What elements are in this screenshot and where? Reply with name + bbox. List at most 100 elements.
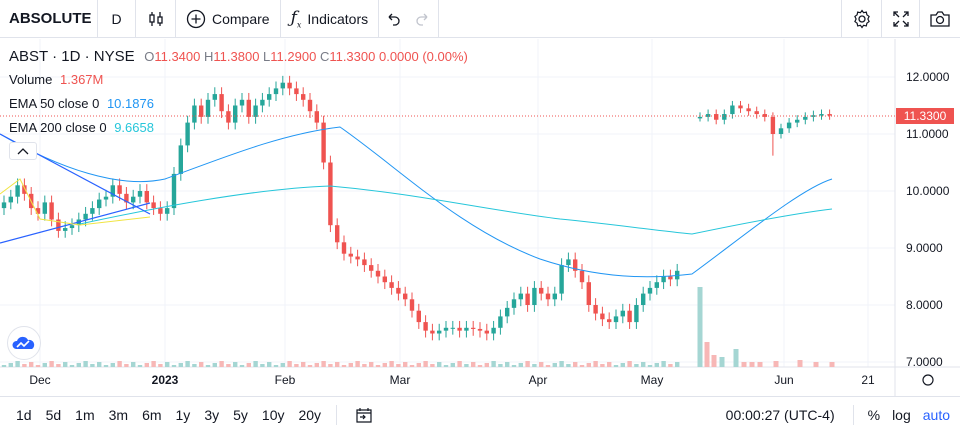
volume-bar xyxy=(362,364,367,367)
candle-body xyxy=(246,99,251,117)
candle-body xyxy=(579,270,585,283)
ema200-legend[interactable]: EMA 200 close 0 9.6658 xyxy=(9,120,154,135)
volume-bar xyxy=(532,364,537,367)
open-value: 11.3400 xyxy=(154,49,201,64)
volume-bar xyxy=(1,365,7,367)
candle-body xyxy=(668,276,673,280)
volume-bar xyxy=(675,362,680,367)
volume-bar xyxy=(539,362,544,367)
chart-type-button[interactable] xyxy=(136,0,176,37)
volume-label: Volume xyxy=(9,72,53,87)
time-axis-label: Apr xyxy=(529,373,548,387)
auto-scale-button[interactable]: auto xyxy=(922,407,950,423)
volume-bar xyxy=(593,361,598,367)
range-1m-button[interactable]: 1m xyxy=(75,407,95,423)
candle-body xyxy=(566,259,571,266)
candle-body xyxy=(355,256,360,260)
candle-body xyxy=(1,202,7,209)
collapse-legend-button[interactable] xyxy=(9,142,37,160)
volume-bar xyxy=(620,363,625,367)
volume-bar xyxy=(15,361,20,367)
candle-body xyxy=(730,105,735,115)
volume-bar xyxy=(355,361,360,367)
candle-body xyxy=(786,122,792,129)
candle-body xyxy=(90,208,95,214)
volume-legend[interactable]: Volume 1.367M xyxy=(9,72,103,87)
volume-bar xyxy=(49,361,54,367)
volume-bar xyxy=(29,362,34,367)
snapshot-button[interactable] xyxy=(920,0,960,37)
candle-body xyxy=(253,105,258,117)
volume-bar xyxy=(566,364,571,367)
time-axis-label: 2023 xyxy=(152,373,179,387)
l-label: L xyxy=(263,49,271,64)
camera-icon xyxy=(930,10,950,27)
ema50-legend[interactable]: EMA 50 close 0 10.1876 xyxy=(9,96,154,111)
candle-body xyxy=(409,299,415,311)
chevron-up-icon xyxy=(17,148,29,155)
symbol-search-button[interactable]: ABSOLUTE xyxy=(0,0,98,37)
settings-button[interactable] xyxy=(842,0,882,37)
candle-body xyxy=(110,185,115,197)
fullscreen-button[interactable] xyxy=(882,0,920,37)
trendline xyxy=(0,202,151,244)
candle-body xyxy=(762,114,767,117)
volume-bar xyxy=(144,363,149,367)
volume-bar xyxy=(124,364,129,367)
candle-body xyxy=(69,225,75,229)
undo-button[interactable] xyxy=(379,0,407,37)
percent-scale-button[interactable]: % xyxy=(867,407,881,423)
range-6m-button[interactable]: 6m xyxy=(142,407,162,423)
price-axis-label: 9.0000 xyxy=(906,241,943,255)
volume-bar xyxy=(341,365,347,367)
logo-button[interactable] xyxy=(7,326,41,360)
ema50-line xyxy=(0,126,833,278)
volume-bar xyxy=(205,365,211,367)
candle-body xyxy=(239,99,245,106)
range-5d-button[interactable]: 5d xyxy=(45,407,62,423)
volume-bar xyxy=(69,365,75,367)
volume-bar xyxy=(586,363,591,367)
time-axis-settings-icon xyxy=(922,374,934,386)
range-5y-button[interactable]: 5y xyxy=(233,407,248,423)
volume-bar xyxy=(661,361,666,367)
candle-body xyxy=(35,208,41,214)
range-1y-button[interactable]: 1y xyxy=(175,407,191,423)
price-chart[interactable]: 12.0000 11.0000 10.0000 9.0000 8.0000 7.0000 D… xyxy=(0,39,960,396)
compare-button[interactable]: Compare xyxy=(176,0,281,37)
last-price-label: 11.3300 xyxy=(896,108,954,124)
volume-bar xyxy=(749,362,755,367)
candle-body xyxy=(165,208,170,214)
top-toolbar: ABSOLUTE D Compare ƒx Indicators xyxy=(0,0,960,38)
candle-body xyxy=(63,228,68,231)
range-1d-button[interactable]: 1d xyxy=(16,407,32,423)
clock-timezone[interactable]: 00:00:27 (UTC-4) xyxy=(725,407,835,423)
range-20y-button[interactable]: 20y xyxy=(298,407,322,423)
range-3y-button[interactable]: 3y xyxy=(204,407,220,423)
indicators-button[interactable]: ƒx Indicators xyxy=(281,0,380,37)
range-10y-button[interactable]: 10y xyxy=(261,407,285,423)
ema200-line xyxy=(79,185,833,235)
volume-bar xyxy=(627,361,632,367)
volume-bar xyxy=(90,364,95,367)
ema200-label: EMA 200 close 0 xyxy=(9,120,107,135)
candle-body xyxy=(83,213,88,220)
interval-button[interactable]: D xyxy=(98,0,136,37)
time-axis-label: May xyxy=(641,373,664,387)
volume-bar xyxy=(110,363,115,367)
log-scale-button[interactable]: log xyxy=(892,407,911,423)
candle-body xyxy=(294,88,299,95)
redo-button[interactable] xyxy=(407,0,440,37)
close-value: 11.3300 xyxy=(329,49,376,64)
range-3m-button[interactable]: 3m xyxy=(108,407,129,423)
date-range-button[interactable] xyxy=(345,397,383,433)
volume-bar xyxy=(647,365,653,367)
ema200-value: 9.6658 xyxy=(114,120,154,135)
volume-bar xyxy=(246,363,251,367)
price-axis-label: 10.0000 xyxy=(906,184,950,198)
time-axis-label: Jun xyxy=(774,373,793,387)
volume-bar xyxy=(185,361,190,367)
candle-body xyxy=(754,111,759,115)
candle-body xyxy=(341,242,347,254)
volume-bar xyxy=(757,362,763,367)
